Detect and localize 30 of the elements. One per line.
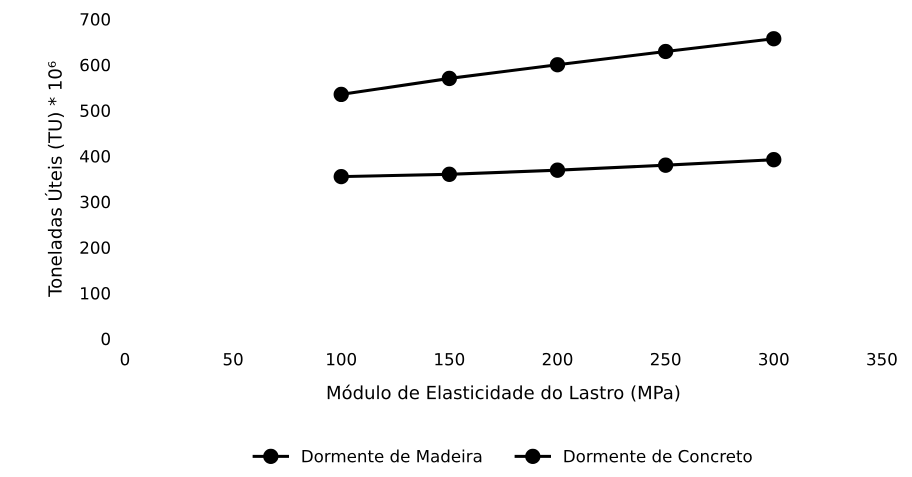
x-tick-label: 50 bbox=[224, 352, 243, 366]
point bbox=[766, 152, 782, 168]
legend-label: Dormente de Concreto bbox=[564, 450, 752, 462]
x-tick-label: 100 bbox=[327, 352, 356, 366]
y-tick-label: 700 bbox=[80, 13, 110, 26]
y-tick-label: 0 bbox=[102, 332, 110, 346]
point bbox=[442, 70, 457, 86]
point bbox=[334, 168, 349, 184]
y-tick-label: 300 bbox=[80, 196, 110, 208]
legend-label: Dormente de Madeira bbox=[302, 450, 482, 462]
point bbox=[550, 57, 566, 72]
point bbox=[658, 44, 674, 60]
point bbox=[658, 158, 674, 173]
y-tick-label: 500 bbox=[80, 104, 110, 117]
point bbox=[334, 86, 349, 102]
x-tick-label: 200 bbox=[542, 352, 572, 366]
x-axis-title: Módulo de Elasticidade do Lastro (MPa) bbox=[328, 384, 680, 402]
x-tick-label: 300 bbox=[759, 352, 789, 366]
y-tick-label: 400 bbox=[80, 150, 110, 163]
y-tick-label: 200 bbox=[80, 241, 110, 254]
y-tick-label: 600 bbox=[80, 58, 110, 72]
x-tick-label: 0 bbox=[120, 352, 130, 366]
point bbox=[442, 166, 457, 182]
y-tick-label: 100 bbox=[81, 286, 110, 300]
x-tick-label: 350 bbox=[867, 352, 897, 366]
point bbox=[550, 162, 566, 178]
x-tick-label: 250 bbox=[650, 352, 680, 366]
point bbox=[766, 31, 782, 46]
x-tick-label: 150 bbox=[435, 352, 464, 366]
y-axis-title: Toneladas Úteis (TU) * 10⁶ bbox=[44, 61, 64, 297]
